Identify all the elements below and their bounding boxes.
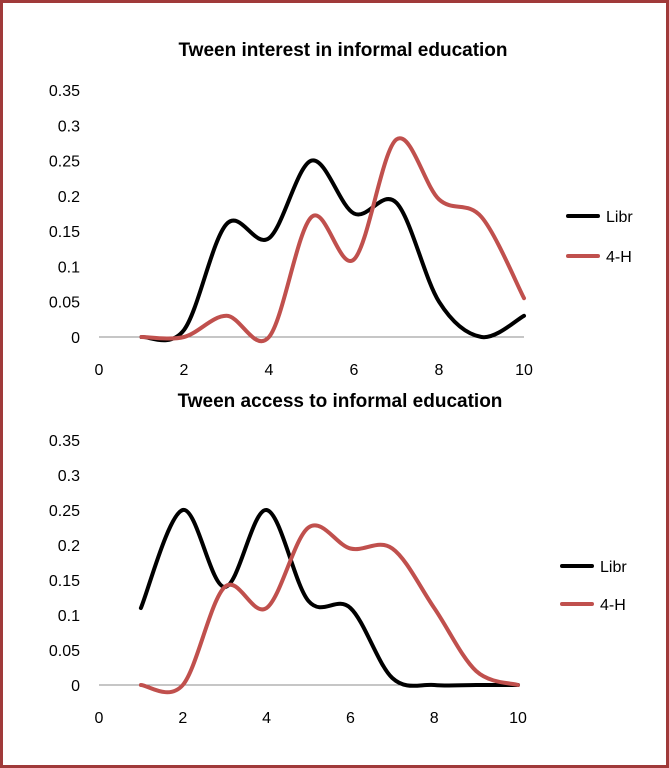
y-tick-label: 0 [71,330,80,347]
x-tick-label: 2 [178,710,187,727]
y-tick-label: 0.2 [58,538,80,555]
y-tick-label: 0.3 [58,118,80,135]
x-tick-label: 0 [95,710,104,727]
y-tick-label: 0.05 [49,643,80,660]
legend-label: Libr [600,559,627,576]
y-tick-label: 0.2 [58,189,80,206]
y-tick-label: 0.25 [49,503,80,520]
series-line-libr [138,508,520,688]
y-tick-label: 0.05 [49,295,80,312]
x-tick-label: 10 [509,710,527,727]
x-tick-label: 6 [346,710,355,727]
x-tick-label: 0 [95,362,104,379]
series-line-4-h [138,523,520,695]
legend-label: Libr [606,209,633,226]
y-tick-label: 0.1 [58,608,80,625]
y-tick-label: 0.25 [49,154,80,171]
x-tick-label: 4 [265,362,274,379]
y-tick-label: 0.15 [49,224,80,241]
x-tick-label: 8 [430,710,439,727]
legend-label: 4-H [600,597,626,614]
series-line-4-h [139,136,526,343]
series-line-libr [139,158,526,343]
y-tick-label: 0.35 [49,433,80,450]
legend-label: 4-H [606,249,632,266]
x-tick-label: 4 [262,710,271,727]
y-tick-label: 0.3 [58,468,80,485]
y-tick-label: 0.35 [49,83,80,100]
y-tick-label: 0.1 [58,259,80,276]
chart-title: Tween access to informal education [178,391,503,412]
chart-access: Tween access to informal education 0 0.05… [49,391,627,727]
x-tick-label: 8 [435,362,444,379]
chart-title: Tween interest in informal education [178,40,507,61]
y-tick-label: 0 [71,678,80,695]
x-tick-label: 2 [180,362,189,379]
chart-interest: Tween interest in informal education 0 0.… [49,40,633,379]
x-tick-label: 10 [515,362,533,379]
y-tick-label: 0.15 [49,573,80,590]
x-tick-label: 6 [350,362,359,379]
